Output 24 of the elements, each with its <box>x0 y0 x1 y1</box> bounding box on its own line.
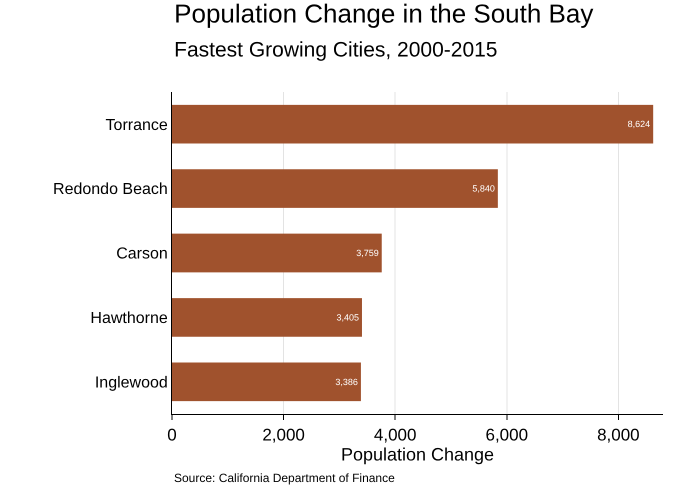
y-tick-label: Redondo Beach <box>53 181 168 198</box>
bar <box>172 104 654 144</box>
bar <box>172 298 362 337</box>
y-tick-label: Inglewood <box>94 374 168 392</box>
x-tick-label: 6,000 <box>485 425 528 444</box>
data-label: 3,386 <box>335 376 358 387</box>
data-label: 3,405 <box>336 312 359 322</box>
y-tick-label: Torrance <box>106 116 168 134</box>
data-label: 3,759 <box>356 248 379 258</box>
y-tick-label: Carson <box>116 246 168 263</box>
x-tick-label: 8,000 <box>597 425 640 444</box>
chart-subtitle: Fastest Growing Cities, 2000-2015 <box>174 38 498 62</box>
source-note: Source: California Department of Finance <box>174 471 396 485</box>
bar <box>172 362 361 402</box>
data-label: 8,624 <box>628 119 650 130</box>
data-label: 5,840 <box>472 184 495 194</box>
x-tick-label: 4,000 <box>374 425 416 444</box>
chart-title: Population Change in the South Bay <box>174 0 594 29</box>
x-tick-label: 0 <box>167 425 177 444</box>
bar <box>172 169 498 208</box>
x-tick-label: 2,000 <box>262 425 305 444</box>
y-tick-label: Hawthorne <box>90 310 168 327</box>
x-axis-title: Population Change <box>340 444 494 464</box>
bar <box>172 234 382 272</box>
